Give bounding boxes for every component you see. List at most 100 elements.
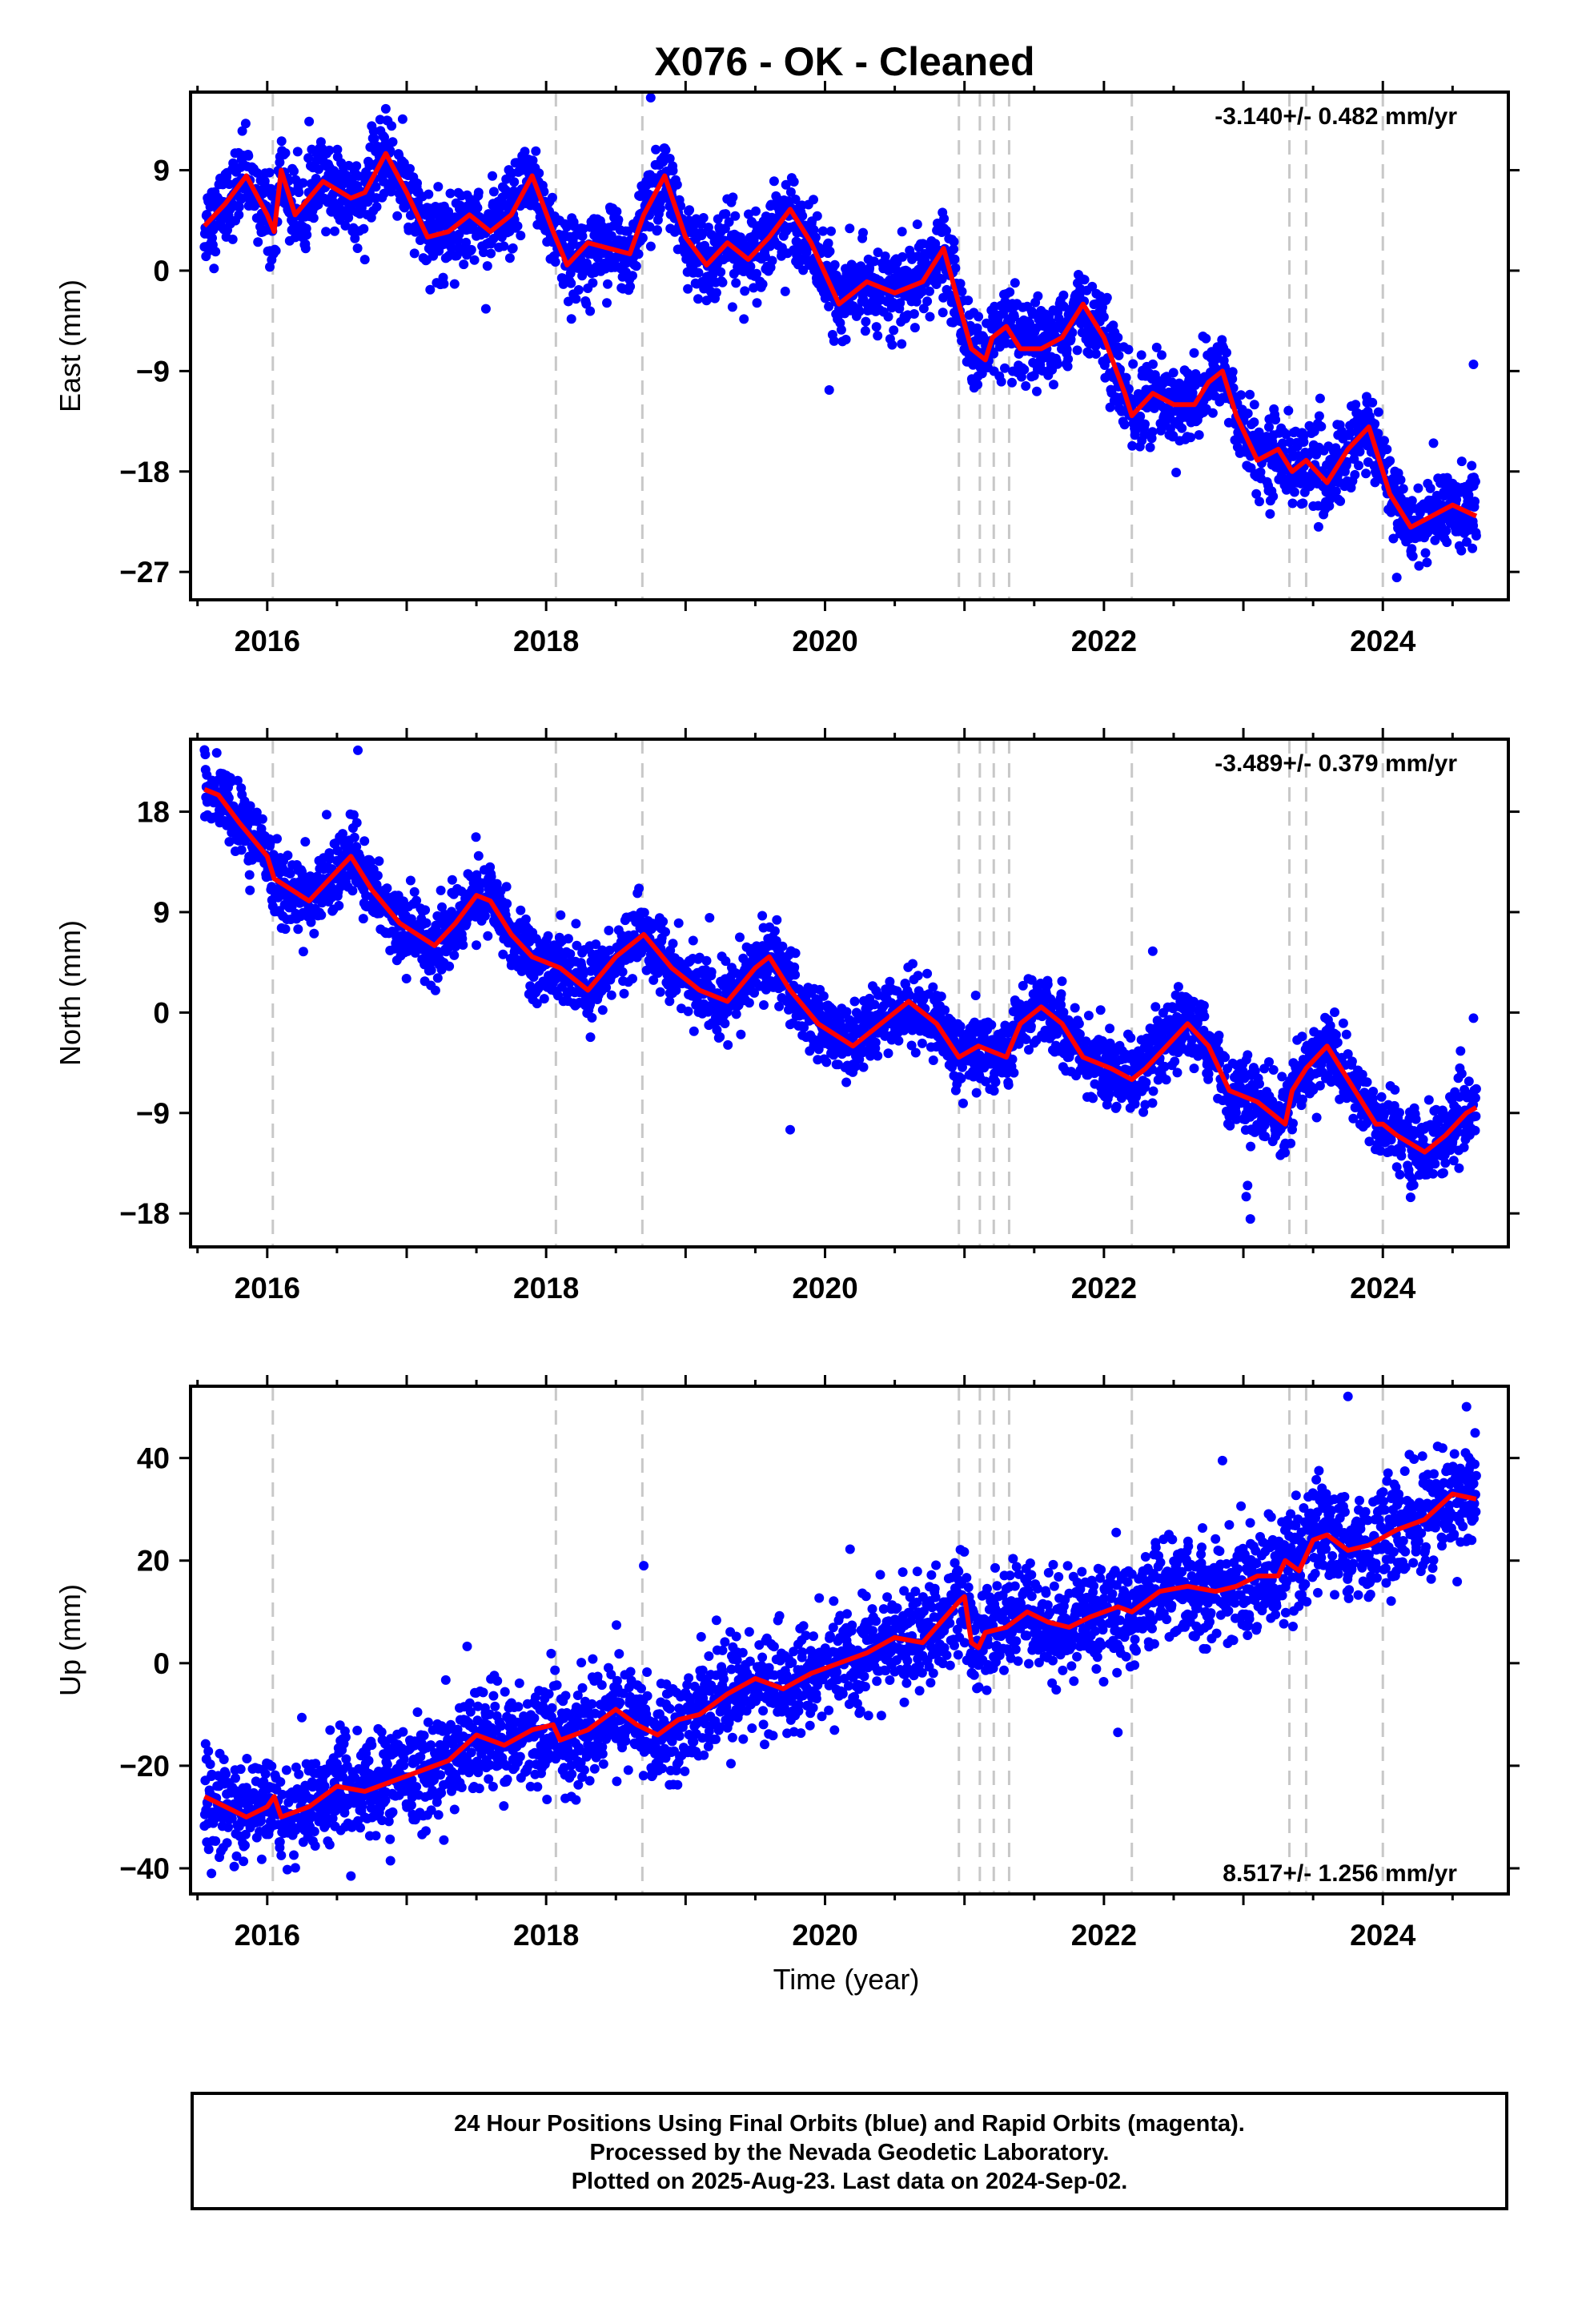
- data-point: [469, 255, 480, 265]
- data-point: [578, 969, 588, 979]
- data-point: [956, 1073, 966, 1084]
- data-point: [769, 176, 779, 187]
- data-point: [869, 999, 880, 1010]
- data-point: [447, 243, 456, 253]
- data-point: [897, 339, 907, 349]
- data-point: [1062, 344, 1072, 355]
- data-point: [449, 279, 460, 289]
- data-point: [300, 837, 311, 847]
- data-point: [671, 985, 681, 995]
- data-point: [841, 1007, 852, 1017]
- data-point: [858, 227, 868, 238]
- data-point: [655, 203, 665, 214]
- data-point: [445, 188, 456, 199]
- data-point: [501, 882, 512, 892]
- data-point: [1148, 359, 1158, 369]
- data-point: [866, 287, 876, 298]
- data-point: [1268, 491, 1279, 501]
- data-point: [689, 1026, 699, 1036]
- data-point: [1354, 460, 1363, 471]
- data-point: [910, 1047, 921, 1058]
- data-point: [285, 868, 295, 879]
- data-point: [1331, 486, 1341, 497]
- data-point: [1145, 442, 1155, 452]
- data-point: [631, 261, 641, 271]
- data-point: [1171, 468, 1182, 477]
- data-point: [727, 302, 737, 312]
- data-point: [809, 195, 818, 205]
- data-point: [668, 166, 678, 176]
- outlier-point: [1468, 359, 1479, 369]
- data-point: [482, 261, 492, 271]
- data-point: [888, 298, 898, 308]
- data-point: [1187, 388, 1198, 398]
- data-point: [330, 226, 339, 236]
- data-point: [774, 1001, 785, 1011]
- data-point: [1123, 344, 1134, 355]
- data-point: [1278, 438, 1288, 448]
- data-point: [625, 281, 636, 292]
- data-point: [294, 187, 304, 198]
- data-point: [348, 810, 359, 820]
- data-point: [720, 1019, 730, 1028]
- data-point: [633, 249, 644, 259]
- data-point: [971, 1088, 982, 1098]
- data-point: [665, 154, 675, 163]
- data-point: [1236, 390, 1247, 400]
- data-point: [757, 911, 768, 921]
- data-point: [211, 247, 221, 257]
- data-point: [769, 926, 780, 936]
- data-point: [1355, 447, 1365, 456]
- data-point: [322, 810, 331, 820]
- data-point: [280, 924, 291, 935]
- x-tick-label: 2022: [1071, 625, 1137, 657]
- data-point: [1033, 291, 1043, 301]
- data-point: [454, 229, 464, 239]
- data-point: [566, 278, 576, 288]
- data-point: [508, 243, 518, 253]
- data-point: [581, 299, 592, 309]
- data-point: [1413, 483, 1423, 493]
- data-point: [387, 121, 397, 131]
- data-point: [757, 279, 768, 289]
- data-point: [869, 256, 879, 267]
- data-point: [528, 155, 538, 166]
- data-point: [1464, 490, 1474, 501]
- data-point: [556, 910, 566, 920]
- data-point: [777, 941, 788, 951]
- data-point: [721, 956, 731, 967]
- data-point: [228, 158, 239, 168]
- data-point: [243, 151, 254, 161]
- data-point: [744, 209, 753, 219]
- data-point: [587, 1012, 597, 1023]
- data-point: [940, 1005, 950, 1015]
- data-point: [685, 205, 695, 215]
- data-point: [619, 988, 629, 999]
- data-point: [1245, 389, 1255, 400]
- data-point: [865, 1051, 876, 1061]
- data-point: [374, 856, 384, 866]
- data-point: [711, 287, 721, 298]
- data-point: [439, 279, 449, 289]
- data-point: [234, 202, 244, 212]
- data-point: [409, 248, 420, 259]
- data-point: [1121, 372, 1131, 383]
- data-point: [566, 314, 576, 324]
- data-point: [730, 211, 741, 221]
- data-point: [371, 182, 381, 192]
- data-point: [717, 277, 728, 287]
- data-point: [697, 228, 708, 239]
- data-point: [772, 915, 782, 925]
- data-point: [790, 948, 801, 959]
- data-point: [309, 928, 319, 939]
- data-point: [412, 178, 422, 188]
- data-point: [512, 221, 523, 231]
- data-point: [977, 368, 987, 379]
- data-point: [573, 285, 584, 295]
- data-point: [283, 850, 293, 861]
- data-point: [420, 905, 431, 915]
- data-point: [1420, 548, 1431, 558]
- data-point: [572, 940, 582, 951]
